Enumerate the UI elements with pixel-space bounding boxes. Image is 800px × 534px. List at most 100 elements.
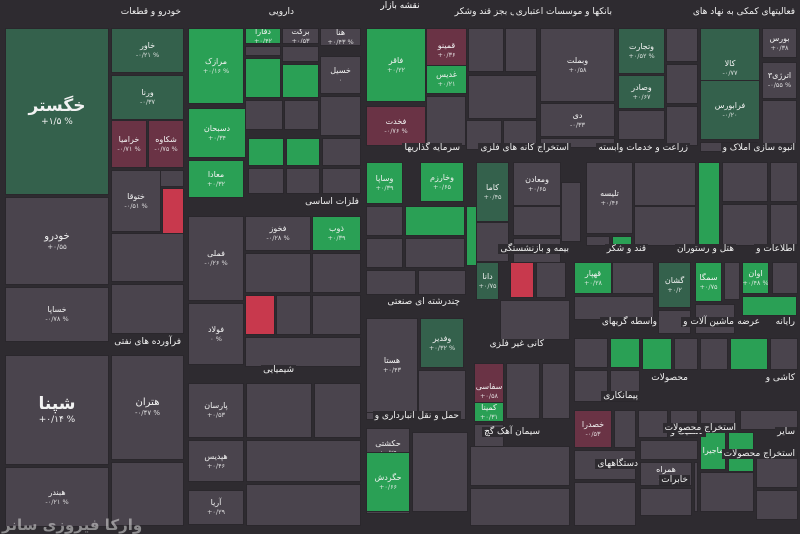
treemap-tile[interactable]: [642, 338, 672, 370]
treemap-tile[interactable]: [111, 233, 184, 282]
treemap-tile[interactable]: [276, 295, 311, 335]
treemap-tile[interactable]: کمینا +۰/۳۱: [474, 402, 504, 422]
treemap-tile[interactable]: خصدرا -۰/۵۳: [574, 410, 612, 448]
treemap-tile[interactable]: آریا +۰/۲۹: [188, 490, 244, 525]
treemap-tile[interactable]: [468, 28, 504, 72]
treemap-tile[interactable]: [770, 338, 798, 370]
treemap-tile[interactable]: [536, 262, 566, 298]
treemap-tile[interactable]: دسبحان +۰/۳۴: [188, 108, 246, 158]
treemap-tile[interactable]: خراميا -۰/۷۱ %: [111, 120, 147, 168]
treemap-tile[interactable]: [366, 270, 416, 295]
treemap-tile[interactable]: [505, 28, 537, 72]
treemap-tile[interactable]: دانا +۰/۷۵: [476, 262, 499, 300]
treemap-tile[interactable]: [770, 162, 798, 202]
treemap-tile[interactable]: [111, 462, 184, 526]
treemap-tile[interactable]: [634, 206, 696, 246]
treemap-tile[interactable]: فرابورس -۰/۲۰: [700, 80, 760, 140]
treemap-tile[interactable]: دی -۰/۳۳: [540, 103, 615, 137]
treemap-tile[interactable]: [674, 338, 698, 370]
treemap-tile[interactable]: [510, 262, 534, 298]
treemap-tile[interactable]: وخارزم +۰/۶۵: [420, 162, 464, 202]
treemap-tile[interactable]: [248, 168, 284, 194]
treemap-tile[interactable]: [513, 206, 561, 236]
treemap-tile[interactable]: [506, 363, 540, 419]
treemap-tile[interactable]: ذوب +۰/۳۹: [312, 216, 361, 251]
treemap-tile[interactable]: [322, 138, 361, 166]
treemap-tile[interactable]: [618, 110, 665, 140]
treemap-tile[interactable]: [246, 484, 361, 526]
treemap-tile[interactable]: معادا +۰/۳۲: [188, 160, 244, 198]
treemap-tile[interactable]: [312, 253, 361, 293]
treemap-tile[interactable]: خگستر +۱/۵ %: [5, 28, 109, 195]
treemap-tile[interactable]: [405, 238, 465, 268]
treemap-tile[interactable]: هبندر -۰/۲۱ %: [5, 467, 109, 527]
treemap-tile[interactable]: [730, 338, 768, 370]
treemap-tile[interactable]: [245, 46, 281, 56]
treemap-tile[interactable]: [634, 162, 696, 206]
treemap-tile[interactable]: فملی -۰/۲۶ %: [188, 216, 244, 301]
treemap-tile[interactable]: [366, 206, 403, 236]
treemap-tile[interactable]: [722, 204, 768, 246]
treemap-tile[interactable]: [666, 64, 698, 104]
treemap-tile[interactable]: [742, 296, 797, 316]
treemap-tile[interactable]: شکاوه -۰/۷۵ %: [148, 120, 184, 168]
treemap-tile[interactable]: [694, 462, 698, 512]
treemap-tile[interactable]: وتجارت +۰/۵۲ %: [618, 28, 665, 74]
treemap-tile[interactable]: [320, 96, 361, 136]
treemap-tile[interactable]: [286, 138, 320, 166]
treemap-tile[interactable]: غدیس +۰/۲۱: [426, 65, 467, 94]
treemap-tile[interactable]: [762, 100, 797, 145]
treemap-tile[interactable]: [426, 96, 466, 146]
treemap-tile[interactable]: [722, 162, 768, 202]
treemap-tile[interactable]: [245, 253, 311, 293]
treemap-tile[interactable]: هنا +۰/۴۳ %: [320, 28, 361, 46]
treemap-tile[interactable]: [322, 168, 361, 194]
treemap-tile[interactable]: خاور -۰/۲۱ %: [111, 28, 184, 73]
treemap-tile[interactable]: خودرو +۰/۵۵: [5, 197, 109, 285]
treemap-tile[interactable]: فاقر +۰/۲۲: [366, 28, 426, 102]
treemap-tile[interactable]: [614, 410, 636, 448]
treemap-tile[interactable]: هستا +۰/۴۳: [366, 318, 418, 413]
treemap-tile[interactable]: [248, 138, 284, 166]
treemap-tile[interactable]: [610, 338, 640, 368]
treemap-tile[interactable]: سمگا +۰/۷۵: [695, 262, 722, 302]
treemap-tile[interactable]: فخدت -۰/۷۶ %: [366, 106, 426, 146]
treemap-tile[interactable]: فولاد ۰ %: [188, 303, 244, 365]
treemap-tile[interactable]: [574, 338, 608, 368]
treemap-tile[interactable]: [246, 383, 312, 438]
treemap-tile[interactable]: پارسان +۰/۵۳: [188, 383, 244, 438]
treemap-tile[interactable]: [640, 440, 698, 460]
treemap-tile[interactable]: [586, 236, 610, 246]
treemap-tile[interactable]: کاما +۰/۴۵: [476, 162, 509, 222]
treemap-tile[interactable]: خسیل ۰: [320, 56, 361, 94]
treemap-tile[interactable]: هتران -۰/۴۷ %: [111, 355, 184, 460]
treemap-tile[interactable]: [245, 100, 283, 130]
treemap-tile[interactable]: [470, 446, 570, 486]
treemap-tile[interactable]: [740, 410, 798, 430]
treemap-tile[interactable]: [245, 295, 275, 335]
treemap-tile[interactable]: [468, 75, 537, 119]
treemap-tile[interactable]: قهپار +۰/۲۸: [574, 262, 612, 294]
treemap-tile[interactable]: [666, 106, 698, 146]
treemap-tile[interactable]: حگردش +۰/۶۶: [366, 452, 410, 512]
treemap-tile[interactable]: [314, 383, 361, 438]
treemap-tile[interactable]: [612, 262, 654, 294]
treemap-tile[interactable]: هپدیس +۰/۴۶: [188, 440, 244, 482]
treemap-tile[interactable]: وبملت +۰/۵۸: [540, 28, 615, 102]
treemap-tile[interactable]: اترژی۳ -۰/۵۵ %: [762, 62, 797, 99]
treemap-tile[interactable]: وساپا +۰/۳۹: [366, 162, 403, 204]
treemap-tile[interactable]: تلیسه +۰/۴۶: [586, 162, 633, 234]
treemap-tile[interactable]: خساپا -۰/۷۸ %: [5, 287, 109, 342]
treemap-tile[interactable]: [412, 432, 468, 512]
treemap-tile[interactable]: ورنا -۰/۳۷: [111, 75, 184, 120]
treemap-tile[interactable]: [284, 100, 319, 130]
treemap-tile[interactable]: [698, 162, 720, 246]
treemap-tile[interactable]: ومعادن +۰/۶۵: [513, 162, 561, 206]
treemap-tile[interactable]: [724, 262, 740, 300]
treemap-tile[interactable]: [245, 58, 281, 98]
treemap-tile[interactable]: [246, 440, 361, 482]
treemap-tile[interactable]: [542, 363, 570, 419]
treemap-tile[interactable]: [574, 296, 654, 320]
treemap-tile[interactable]: [500, 300, 570, 340]
treemap-tile[interactable]: [282, 64, 319, 98]
